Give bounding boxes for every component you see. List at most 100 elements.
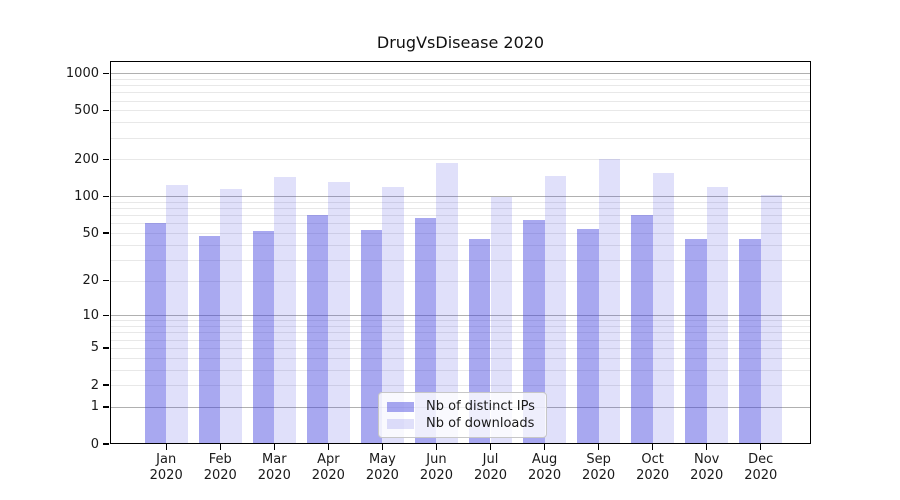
bar-distinct-ips-nov	[685, 238, 707, 444]
bar-distinct-ips-dec	[739, 238, 761, 444]
bar-downloads-feb	[220, 188, 242, 444]
y-axis-tick-label: 100	[74, 188, 99, 204]
legend-item-downloads: Nb of downloads	[387, 415, 538, 432]
chart-title: DrugVsDisease 2020	[376, 33, 545, 52]
x-axis-tick	[489, 444, 492, 450]
x-axis-tick	[273, 444, 275, 450]
gridline-minor	[110, 369, 811, 371]
x-axis-tick	[219, 444, 221, 450]
y-axis-tick-label: 10	[82, 307, 99, 323]
x-axis-tick-label: May 2020	[365, 452, 399, 483]
bar-downloads-apr	[328, 181, 350, 444]
gridline-minor	[110, 233, 811, 235]
x-axis-tick-label: Jun 2020	[419, 452, 453, 483]
gridline-minor	[110, 85, 811, 87]
x-axis-tick-label: Feb 2020	[203, 452, 237, 483]
gridline-minor	[110, 223, 811, 225]
bar-distinct-ips-jan	[144, 223, 167, 444]
gridline-minor	[110, 137, 811, 139]
gridline-minor	[110, 122, 811, 124]
bar-distinct-ips-mar	[252, 230, 275, 444]
y-axis-tick	[103, 158, 109, 161]
x-axis-tick-label: Oct 2020	[636, 452, 670, 483]
y-axis-tick-label: 200	[74, 151, 99, 167]
bar-distinct-ips-may	[360, 229, 383, 444]
y-axis-tick-label: 0	[90, 436, 99, 452]
y-axis-tick	[103, 443, 109, 445]
y-axis-tick	[103, 279, 109, 282]
x-axis-tick	[760, 444, 762, 450]
bar-downloads-jul	[490, 197, 513, 444]
x-axis-tick-label: Nov 2020	[690, 452, 724, 483]
x-axis-tick-label: Apr 2020	[311, 452, 345, 483]
bar-distinct-ips-jun	[414, 218, 437, 444]
bar-downloads-jun	[436, 162, 459, 444]
gridline-minor	[110, 215, 811, 217]
y-axis-tick	[103, 314, 109, 317]
bar-downloads-jan	[166, 184, 188, 444]
bar-downloads-oct	[652, 173, 675, 444]
bar-downloads-mar	[274, 176, 296, 444]
gridline-minor	[110, 208, 811, 210]
bar-distinct-ips-sep	[577, 229, 599, 444]
legend-label-downloads: Nb of downloads	[426, 416, 535, 431]
legend-label-distinct-ips: Nb of distinct IPs	[426, 399, 535, 414]
y-axis-tick	[103, 347, 109, 349]
gridline-minor	[110, 110, 811, 112]
y-axis-tick-label: 50	[82, 225, 99, 241]
x-axis-tick	[543, 444, 546, 450]
x-axis-tick-label: Jul 2020	[473, 452, 508, 483]
y-axis-tick	[103, 406, 109, 408]
gridline-minor	[110, 347, 811, 349]
x-axis-tick-label: Jan 2020	[149, 452, 183, 483]
plot-area	[110, 61, 811, 444]
legend-swatch-downloads	[387, 418, 414, 429]
bar-downloads-aug	[544, 175, 567, 444]
y-axis-tick	[103, 384, 109, 386]
gridline-minor	[110, 78, 811, 80]
y-axis-tick	[103, 109, 109, 112]
bar-distinct-ips-oct	[631, 214, 653, 444]
y-axis-tick	[103, 195, 109, 198]
y-axis-tick-label: 1	[90, 399, 99, 415]
x-axis-tick	[435, 444, 438, 450]
legend-swatch-distinct-ips	[387, 401, 414, 412]
x-axis-tick	[165, 444, 167, 450]
bar-downloads-sep	[598, 159, 621, 444]
bar-distinct-ips-feb	[198, 236, 221, 444]
legend-item-distinct-ips: Nb of distinct IPs	[387, 398, 538, 415]
gridline-minor	[110, 159, 811, 161]
y-axis-tick	[103, 232, 109, 234]
gridline-minor	[110, 259, 811, 261]
gridline-minor	[110, 244, 811, 246]
y-axis-tick-label: 2	[90, 377, 99, 393]
bar-downloads-may	[382, 187, 404, 444]
legend: Nb of distinct IPs Nb of downloads	[378, 392, 547, 438]
x-axis-tick	[706, 444, 708, 450]
y-axis-tick-label: 5	[90, 340, 99, 356]
gridline-minor	[110, 326, 811, 328]
x-axis-tick	[381, 444, 384, 450]
gridline-major	[110, 196, 811, 198]
x-axis-tick	[597, 444, 600, 450]
gridline-minor	[110, 332, 811, 334]
gridline-minor	[110, 280, 811, 282]
gridline-minor	[110, 100, 811, 102]
gridline-minor	[110, 357, 811, 359]
x-axis-tick	[327, 444, 330, 450]
bar-downloads-dec	[760, 194, 783, 444]
bar-downloads-nov	[706, 186, 729, 444]
bar-distinct-ips-apr	[306, 215, 329, 444]
gridline-minor	[110, 320, 811, 322]
gridline-major	[110, 73, 811, 75]
y-axis-tick-label: 1000	[65, 65, 99, 81]
y-axis-tick	[103, 72, 109, 75]
x-axis-tick-label: Dec 2020	[744, 452, 778, 483]
gridline-minor	[110, 339, 811, 341]
x-axis-tick-label: Mar 2020	[257, 452, 291, 483]
x-axis-tick-label: Sep 2020	[582, 452, 616, 483]
x-axis-tick-label: Aug 2020	[528, 452, 562, 483]
gridline-major	[110, 315, 811, 317]
gridline-minor	[110, 201, 811, 203]
